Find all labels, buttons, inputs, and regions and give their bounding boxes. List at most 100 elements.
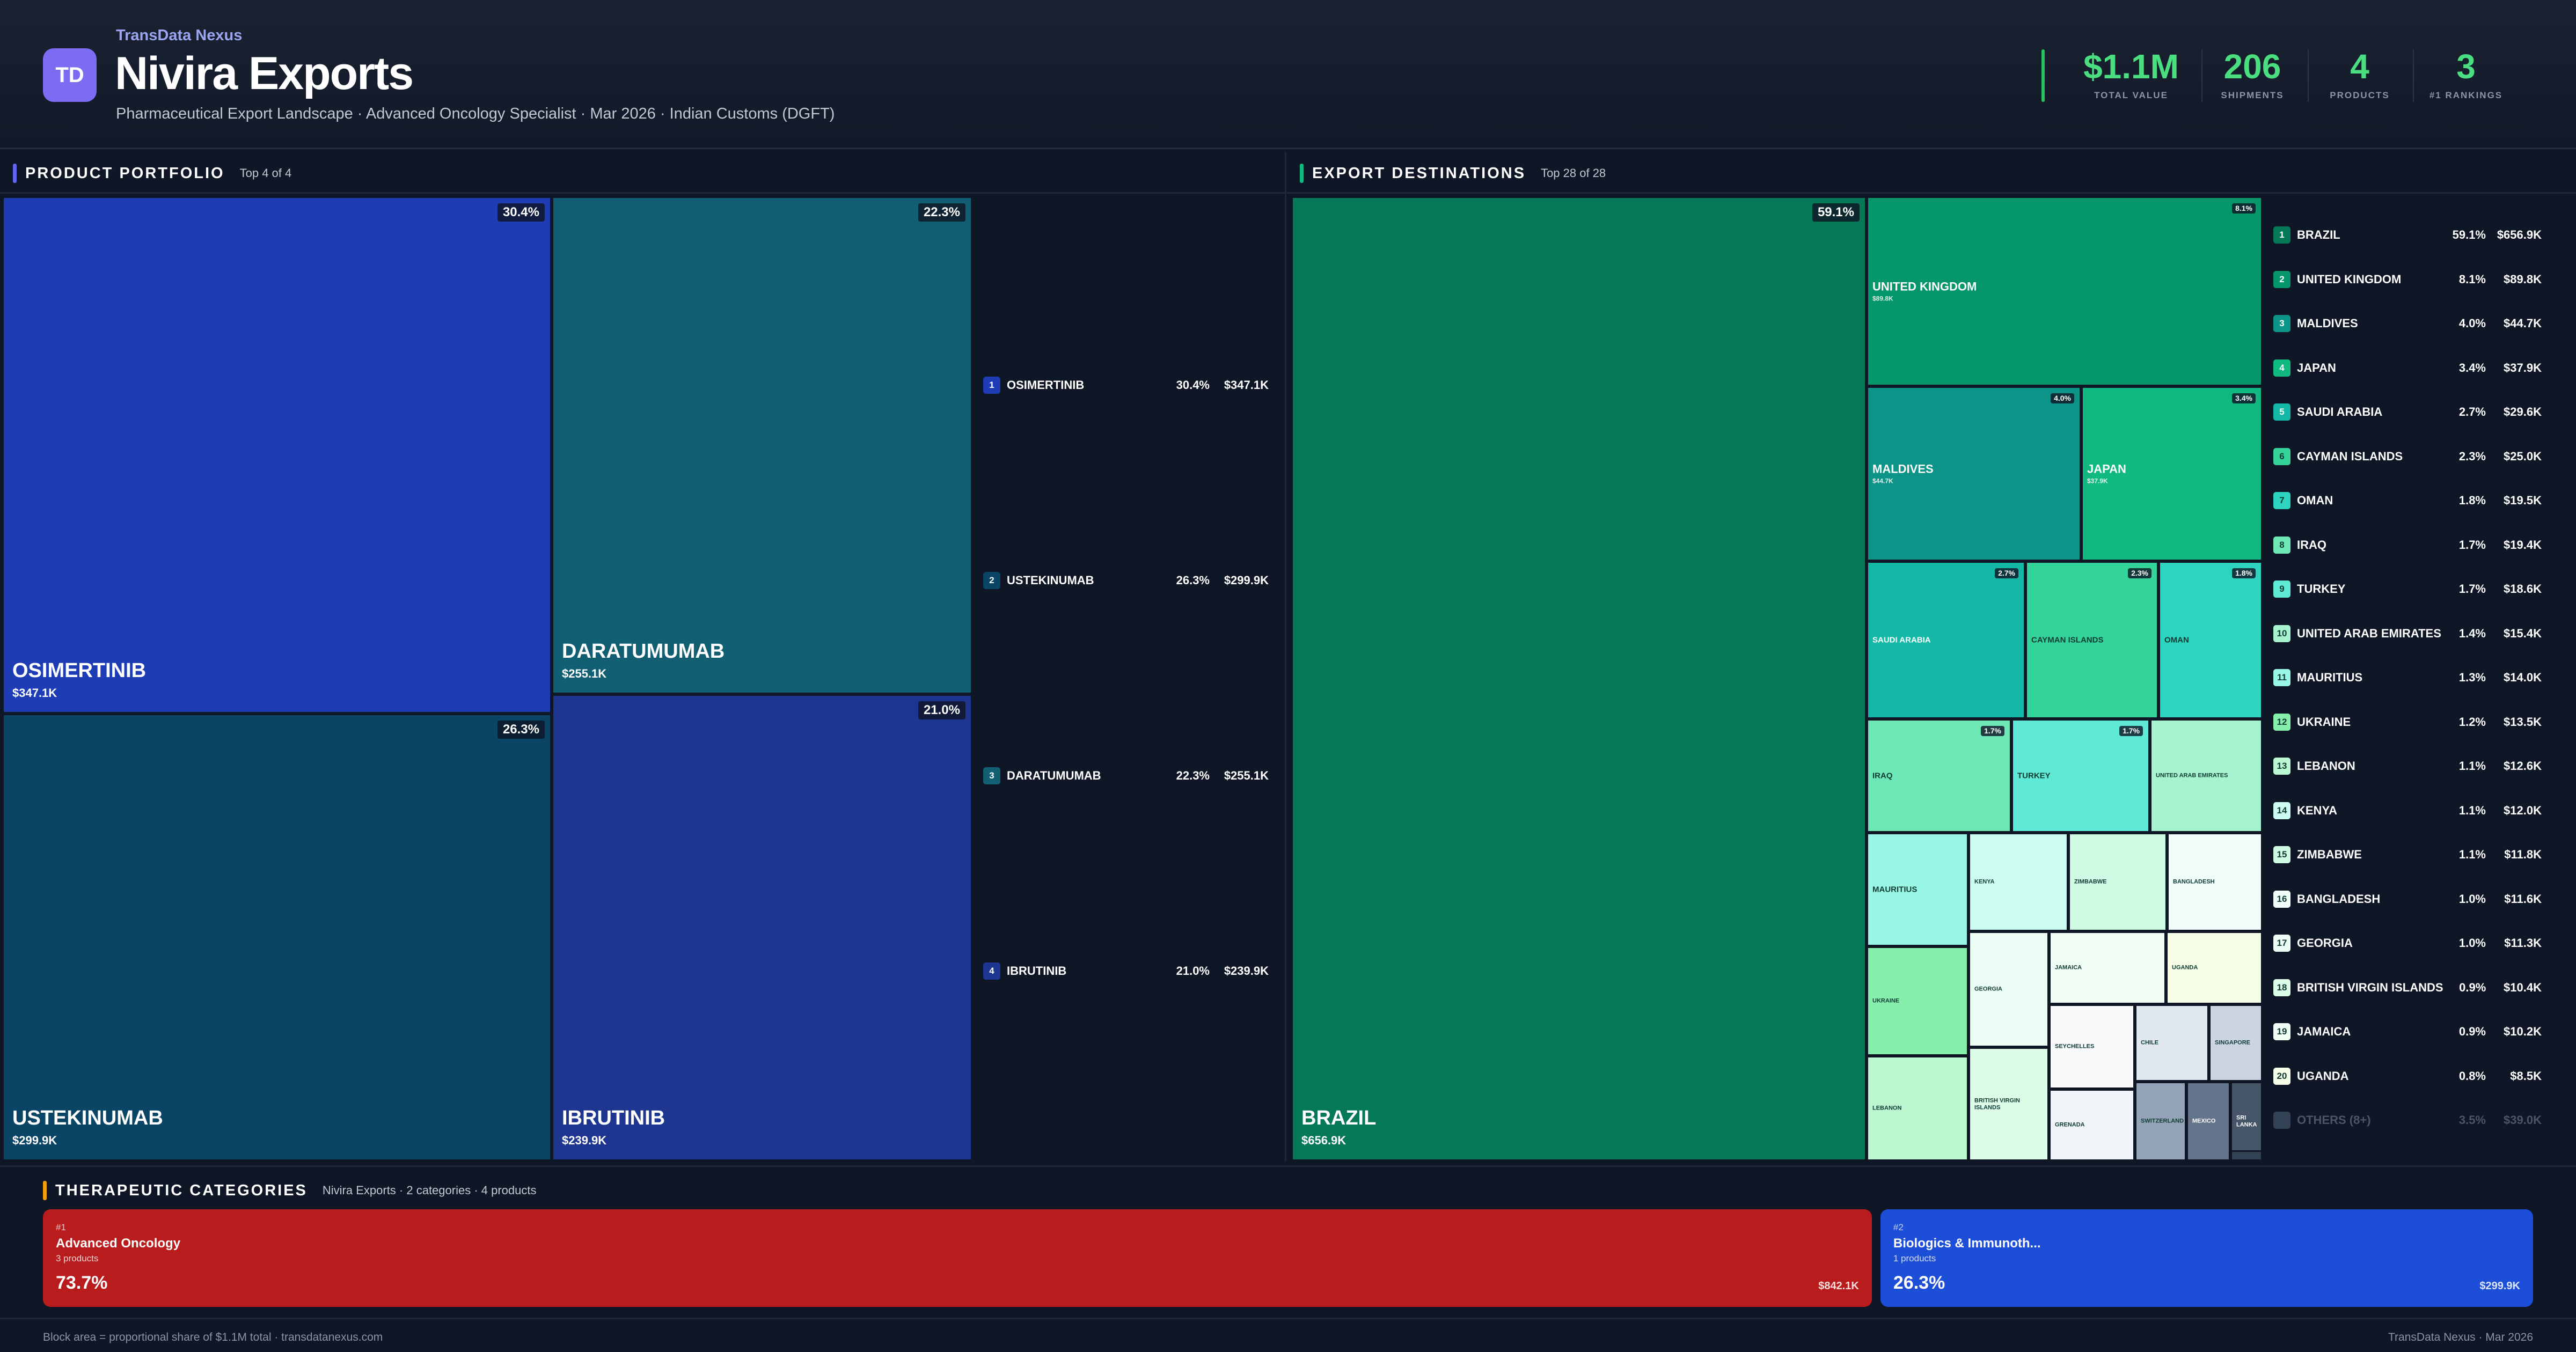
title-accent [13,164,17,183]
legend-share: 1.8% [2458,494,2486,507]
legend-label: BANGLADESH [2297,892,2381,906]
block-label: SAUDI ARABIA [1872,635,1931,645]
block-label: USTEKINUMAB [12,1107,163,1130]
block-share: 26.3% [497,721,545,739]
block-share: 2.7% [1995,568,2018,579]
brand-logo: TD [43,48,97,102]
legend-label: BRITISH VIRGIN ISLANDS [2297,980,2443,994]
legend-label: MAURITIUS [2297,671,2363,684]
rank-badge: 14 [2273,802,2290,819]
category-rank: #1 [56,1222,66,1232]
legend-row: 20 UGANDA 0.8% $8.5K [2273,1066,2542,1087]
legend-value: $299.9K [1224,574,1269,587]
block-label: LEBANON [1872,1105,1902,1112]
legend-share: 1.0% [2458,936,2486,950]
legend-value: $10.4K [2504,980,2542,994]
legend-row: 16 BANGLADESH 1.0% $11.6K [2273,888,2542,910]
legend-share: 59.1% [2452,228,2486,241]
kpi-label: #1 RANKINGS [2429,90,2503,100]
legend-value: $18.6K [2504,582,2542,596]
rank-badge: 1 [983,377,1000,394]
rank-badge: 8 [2273,536,2290,554]
category-card: #2 Biologics & Immunoth... 1 products 26.3%… [1880,1209,2533,1307]
block-value: $347.1K [12,686,57,700]
treemap-block: 1.7% TURKEY [2011,719,2150,833]
legend-value: $12.6K [2504,759,2542,773]
divider [1287,192,2576,194]
legend-row: 8 IRAQ 1.7% $19.4K [2273,534,2542,556]
legend-value: $255.1K [1224,769,1269,782]
legend-value: $239.9K [1224,964,1269,978]
footer: Block area = proportional share of $1.1M… [0,1318,2576,1352]
block-label: MAURITIUS [1872,885,1918,894]
legend-value: $39.0K [2504,1113,2542,1127]
legend-row: 13 LEBANON 1.1% $12.6K [2273,755,2542,777]
legend-label: UGANDA [2297,1069,2349,1083]
legend-row: 4 IBRUTINIB 21.0% $239.9K [983,960,1269,982]
treemap-block: SRI LANKA [2230,1082,2263,1161]
legend-row: 1 BRAZIL 59.1% $656.9K [2273,224,2542,246]
title-accent [43,1181,47,1200]
legend-row: 18 BRITISH VIRGIN ISLANDS 0.9% $10.4K [2273,977,2542,998]
therapy-title-text: THERAPEUTIC CATEGORIES [55,1181,308,1199]
block-label: SEYCHELLES [2055,1043,2095,1050]
block-label: MALDIVES $44.7K [1872,462,2076,485]
legend-value: $11.3K [2504,936,2542,950]
rank-badge: 18 [2273,979,2290,996]
treemap-block: 30.4% OSIMERTINIB $347.1K [2,196,552,714]
block-label: UNITED KINGDOM $89.8K [1872,280,2258,303]
rank-badge: 17 [2273,935,2290,952]
footer-note: Block area = proportional share of $1.1M… [43,1331,383,1343]
rank-badge: 19 [2273,1023,2290,1040]
legend-share: 8.1% [2458,272,2486,286]
block-share: 4.0% [2051,393,2074,404]
legend-row: 1 OSIMERTINIB 30.4% $347.1K [983,374,1269,396]
rank-badge: 16 [2273,890,2290,908]
legend-share: 1.3% [2458,671,2486,684]
treemap-block: SEYCHELLES [2049,1004,2135,1089]
block-label: DARATUMUMAB [562,640,725,663]
rank-badge: 3 [2273,315,2290,332]
legend-row: 9 TURKEY 1.7% $18.6K [2273,578,2542,600]
treemap-block: 21.0% IBRUTINIB $239.9K [552,694,972,1161]
block-value: $239.9K [562,1134,607,1147]
divider [0,1165,2576,1167]
legend-label: MALDIVES [2297,317,2358,330]
legend-value: $89.8K [2504,272,2542,286]
footer-credit: TransData Nexus · Mar 2026 [2388,1331,2533,1343]
destination-legend: 1 BRAZIL 59.1% $656.9K 2 UNITED KINGDOM 8.1% $8… [2273,196,2552,1161]
block-share: 30.4% [497,203,545,222]
treemap-block: 2.3% CAYMAN ISLANDS [2025,561,2158,719]
panel-subtitle: Top 4 of 4 [239,166,292,180]
block-label: BRAZIL [1301,1107,1377,1130]
kpi-divider [2413,49,2414,102]
block-label: MEXICO [2192,1118,2216,1125]
rank-badge: 10 [2273,624,2290,642]
rank-badge: 15 [2273,846,2290,863]
treemap-block: ZIMBABWE [2068,833,2167,931]
rank-badge [2273,1112,2290,1129]
block-label: BANGLADESH [2173,878,2215,885]
legend-share: 1.1% [2458,803,2486,817]
legend-label: UNITED KINGDOM [2297,272,2402,286]
block-label: SWITZERLAND [2141,1118,2184,1125]
rank-badge: 9 [2273,581,2290,598]
category-share: 73.7% [56,1273,108,1293]
kpi-rankings: 3 #1 RANKINGS [2415,45,2517,101]
block-label: SINGAPORE [2215,1039,2251,1046]
treemap-block: 1.8% OMAN [2158,561,2263,719]
legend-label: ZIMBABWE [2297,848,2362,861]
panel-divider [1285,152,1286,1161]
kpi-label: SHIPMENTS [2221,90,2284,100]
legend-label: CAYMAN ISLANDS [2297,449,2403,463]
legend-value: $656.9K [2497,228,2542,241]
destination-panel-title: EXPORT DESTINATIONS Top 28 of 28 [1300,161,1606,186]
category-rank: #2 [1893,1222,1904,1232]
legend-share: 0.9% [2458,1025,2486,1038]
legend-value: $11.6K [2504,892,2542,906]
legend-row: 15 ZIMBABWE 1.1% $11.8K [2273,844,2542,865]
legend-label: BRAZIL [2297,228,2340,241]
block-label: UKRAINE [1872,997,1900,1004]
therapy-subtitle: Nivira Exports · 2 categories · 4 produc… [322,1184,537,1197]
panel-title-text: PRODUCT PORTFOLIO [25,164,225,182]
